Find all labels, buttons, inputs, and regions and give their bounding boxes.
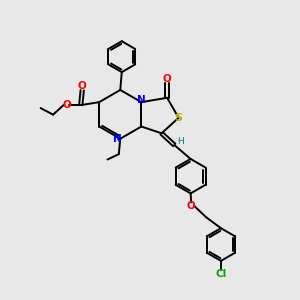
Text: O: O [78,81,87,91]
Text: N: N [113,134,122,144]
Text: Cl: Cl [215,269,226,279]
Text: H: H [177,137,184,146]
Text: S: S [175,113,183,123]
Text: N: N [137,95,146,105]
Text: O: O [163,74,172,84]
Text: O: O [62,100,71,110]
Text: O: O [187,201,196,211]
